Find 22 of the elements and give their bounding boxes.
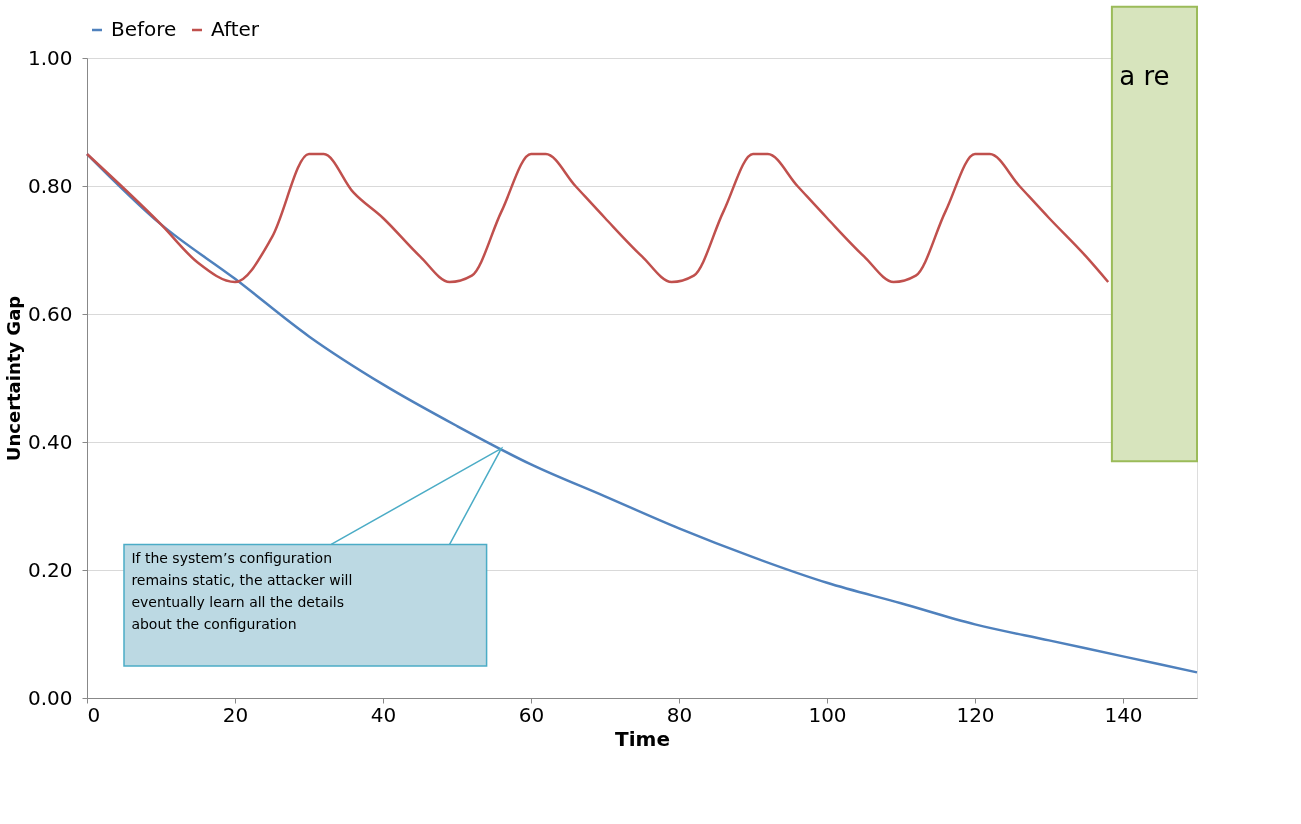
x-tick-label: 80	[666, 702, 693, 727]
x-tick-label: 100	[808, 702, 847, 727]
x-tick-label: 140	[1104, 702, 1143, 727]
y-tick-label: 0.20	[27, 557, 73, 582]
x-axis-title: Time	[615, 726, 670, 751]
y-tick-label: 0.40	[27, 429, 73, 454]
legend-label: Before	[111, 17, 177, 41]
y-axis-title: Uncertainty Gap	[2, 295, 24, 462]
y-tick-label: 0.60	[27, 301, 73, 326]
y-tick-label: 1.00	[27, 45, 73, 70]
line-series	[85, 152, 1199, 674]
x-tick-label: 40	[370, 702, 397, 727]
line-series	[85, 152, 1110, 284]
x-tick-label: 60	[518, 702, 545, 727]
y-tick-label: 0.80	[27, 173, 73, 198]
x-tick-label: 0	[87, 702, 101, 727]
x-tick-label: 20	[222, 702, 249, 727]
annotation: a re	[1119, 61, 1170, 92]
y-tick-label: 0.00	[27, 685, 73, 710]
legend-label: After	[211, 17, 260, 41]
x-tick-label: 120	[956, 702, 995, 727]
annotation: If the system’s configuration remains static, the attacker will eventually learn all the details about the configuration	[131, 550, 353, 633]
